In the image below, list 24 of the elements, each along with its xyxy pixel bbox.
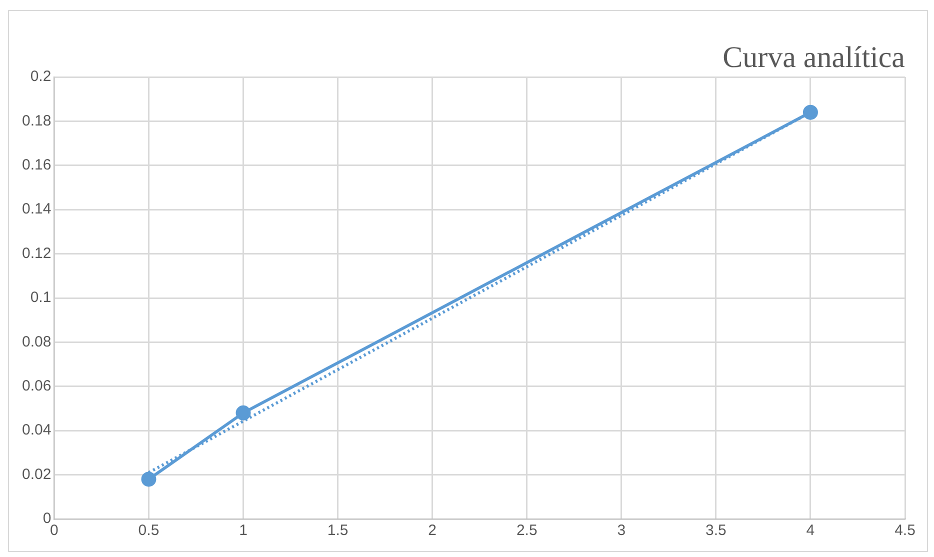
- y-tick-label: 0.18: [22, 112, 52, 130]
- y-tick-label: 0.1: [30, 289, 52, 306]
- x-tick-label: 4.5: [894, 522, 916, 540]
- x-tick-label: 1.5: [327, 522, 348, 540]
- x-tick-label: 1: [239, 522, 248, 540]
- y-tick-label: 0.06: [22, 378, 52, 395]
- chart-title: Curva analítica: [722, 40, 905, 74]
- y-tick-label: 0.2: [30, 68, 52, 86]
- y-tick-label: 0.04: [22, 422, 52, 439]
- y-tick-label: 0.14: [22, 200, 52, 218]
- point: [802, 104, 818, 120]
- y-tick-label: 0.12: [22, 244, 52, 262]
- x-tick-label: 4: [806, 522, 815, 540]
- point: [141, 472, 156, 487]
- x-tick-label: 0.5: [138, 522, 160, 540]
- y-tick-label: 0: [42, 510, 52, 528]
- x-tick-label: 2.5: [516, 522, 538, 540]
- y-tick-label: 0.02: [22, 466, 52, 483]
- point: [236, 405, 251, 420]
- y-tick-label: 0.16: [22, 156, 52, 174]
- x-tick-label: 3.5: [706, 522, 726, 540]
- y-tick-label: 0.08: [22, 333, 52, 350]
- x-tick-label: 2: [428, 522, 436, 540]
- x-tick-label: 3: [617, 522, 626, 540]
